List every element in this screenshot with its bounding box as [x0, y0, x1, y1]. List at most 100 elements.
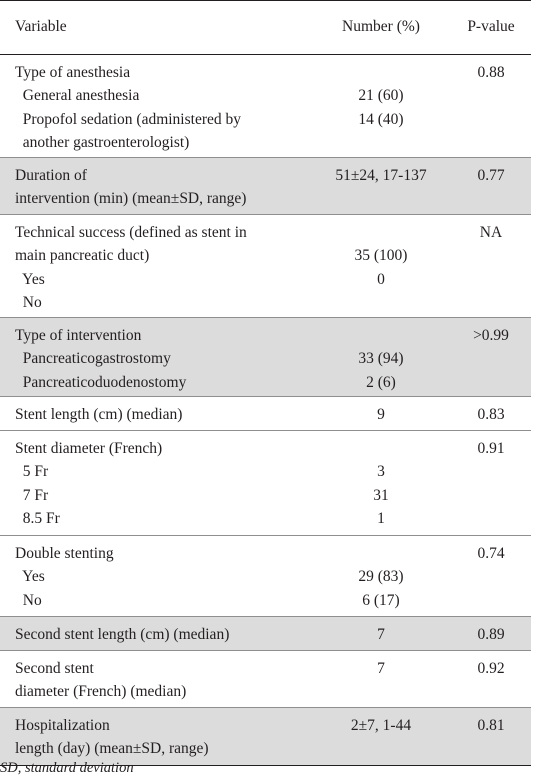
number-cell-line: 21 (60) [358, 87, 404, 105]
variable-cell-line: Pancreaticogastrostomy [15, 350, 171, 368]
variable-cell-line: Technical success (defined as stent in [15, 224, 247, 241]
pvalue-cell: 0.92 [455, 657, 527, 680]
variable-cell-line: Duration of [15, 167, 87, 184]
number-cell-line: 0 [377, 270, 385, 288]
variable-cell-line: length (day) (mean±SD, range) [15, 740, 209, 758]
number-cell-line: 7 [377, 660, 385, 677]
variable-cell: Second stent length (cm) (median) [15, 623, 229, 646]
pvalue-cell: >0.99 [455, 324, 527, 347]
pvalue-cell: 0.88 [455, 61, 527, 84]
variable-cell-line: 5 Fr [15, 463, 49, 481]
variable-cell-line: Pancreaticoduodenostomy [15, 373, 187, 391]
variable-cell-line: Type of intervention [15, 327, 142, 344]
table-row: Second stent length (cm) (median) 7 0.89 [0, 617, 531, 651]
number-cell-line: 14 (40) [358, 110, 404, 128]
variable-cell: Stent length (cm) (median) [15, 403, 182, 426]
pvalue-cell-line: NA [479, 224, 503, 241]
pvalue-cell-line: 0.77 [477, 167, 505, 184]
number-cell-line [323, 221, 439, 244]
pvalue-cell: 0.89 [455, 623, 527, 646]
variable-cell-line: General anesthesia [15, 87, 140, 105]
variable-cell-line: Second stent [15, 660, 94, 677]
variable-cell-line: Yes [15, 270, 45, 288]
number-cell-line: 29 (83) [358, 568, 404, 586]
table-row: Stent diameter (French) 5 Fr 7 Fr 8.5 Fr… [0, 431, 531, 536]
pvalue-cell-line: 0.83 [477, 406, 505, 423]
number-cell: 21 (60) 14 (40) [323, 61, 439, 154]
results-table: Variable Number (%) P-value Type of anes… [0, 0, 531, 766]
pvalue-cell: 0.83 [455, 403, 527, 426]
variable-cell-line: 7 Fr [15, 486, 49, 504]
variable-cell: Hospitalization length (day) (mean±SD, ra… [15, 714, 209, 761]
table-row: Second stent diameter (French) (median) 7 0… [0, 651, 531, 708]
number-cell-line: 1 [377, 509, 385, 527]
pvalue-cell: 0.74 [455, 542, 527, 565]
number-cell: 3 31 1 [323, 437, 439, 530]
table-row: Duration of intervention (min) (mean±SD, … [0, 158, 531, 215]
variable-cell-line: Type of anesthesia [15, 64, 131, 81]
pvalue-cell-line: >0.99 [473, 327, 509, 344]
pvalue-cell-line: 0.88 [477, 64, 505, 81]
pvalue-cell: NA [455, 221, 527, 244]
number-cell: 35 (100) 0 [323, 221, 439, 314]
variable-cell: Stent diameter (French) 5 Fr 7 Fr 8.5 Fr [15, 437, 162, 530]
variable-cell-line: Double stenting [15, 545, 114, 562]
number-cell: 33 (94) 2 (6) [323, 324, 439, 394]
pvalue-cell-line: 0.92 [477, 660, 505, 677]
number-cell-line: 35 (100) [354, 247, 408, 265]
table-row: Stent length (cm) (median) 9 0.83 [0, 397, 531, 431]
variable-cell-line: Stent length (cm) (median) [15, 406, 183, 423]
variable-cell: Duration of intervention (min) (mean±SD, … [15, 164, 246, 211]
pvalue-cell: 0.81 [455, 714, 527, 737]
variable-cell-line: main pancreatic duct) [15, 247, 150, 265]
number-cell-line [323, 437, 439, 460]
number-cell-line: 7 [377, 626, 385, 643]
variable-cell: Type of anesthesia General anesthesia Pr… [15, 61, 241, 154]
number-cell-line: 31 [373, 486, 389, 504]
variable-cell: Second stent diameter (French) (median) [15, 657, 186, 704]
variable-cell: Double stenting Yes No [15, 542, 114, 612]
variable-cell-line: No [15, 293, 42, 311]
number-cell-line [323, 131, 439, 154]
number-cell-line: 6 (17) [362, 591, 400, 609]
table-row: Type of anesthesia General anesthesia Pr… [0, 55, 531, 158]
variable-cell: Technical success (defined as stent in ma… [15, 221, 247, 314]
pvalue-cell-line: 0.81 [477, 717, 505, 734]
number-cell: 2±7, 1-44 [323, 714, 439, 737]
variable-cell: Type of intervention Pancreaticogastrost… [15, 324, 186, 394]
variable-cell-line: Yes [15, 568, 45, 586]
header-pvalue: P-value [467, 18, 515, 35]
variable-cell-line: diameter (French) (median) [15, 683, 187, 701]
number-cell-line: 9 [377, 406, 385, 423]
variable-cell-line: another gastroenterologist) [15, 133, 190, 151]
number-cell-line [323, 61, 439, 84]
table-row: Technical success (defined as stent in ma… [0, 215, 531, 318]
number-cell-line: 2±7, 1-44 [350, 717, 412, 734]
number-cell: 7 [323, 623, 439, 646]
number-cell-line: 3 [377, 463, 385, 481]
number-cell-line [323, 291, 439, 314]
variable-cell-line: Propofol sedation (administered by [15, 110, 241, 128]
pvalue-cell: 0.91 [455, 437, 527, 460]
number-cell: 51±24, 17-137 [323, 164, 439, 187]
number-cell-line [323, 324, 439, 347]
table-row: Double stenting Yes No 29 (83) 6 (17) 0.74 [0, 536, 531, 617]
footnote: SD, standard deviation [0, 760, 134, 776]
pvalue-cell: 0.77 [455, 164, 527, 187]
number-cell: 7 [323, 657, 439, 680]
variable-cell-line: Second stent length (cm) (median) [15, 626, 230, 643]
variable-cell-line: Stent diameter (French) [15, 440, 163, 457]
number-cell-line [323, 542, 439, 565]
pvalue-cell-line: 0.74 [477, 545, 505, 562]
pvalue-cell-line: 0.89 [477, 626, 505, 643]
variable-cell-line: Hospitalization [15, 717, 110, 734]
pvalue-cell-line: 0.91 [477, 440, 505, 457]
header-variable: Variable [15, 18, 67, 35]
number-cell-line: 33 (94) [358, 350, 404, 368]
table-row: Type of intervention Pancreaticogastrost… [0, 318, 531, 397]
header-number: Number (%) [342, 18, 420, 35]
table-body: Type of anesthesia General anesthesia Pr… [0, 55, 531, 766]
variable-cell-line: 8.5 Fr [15, 509, 60, 527]
number-cell: 9 [323, 403, 439, 426]
table-row: Hospitalization length (day) (mean±SD, ra… [0, 708, 531, 766]
